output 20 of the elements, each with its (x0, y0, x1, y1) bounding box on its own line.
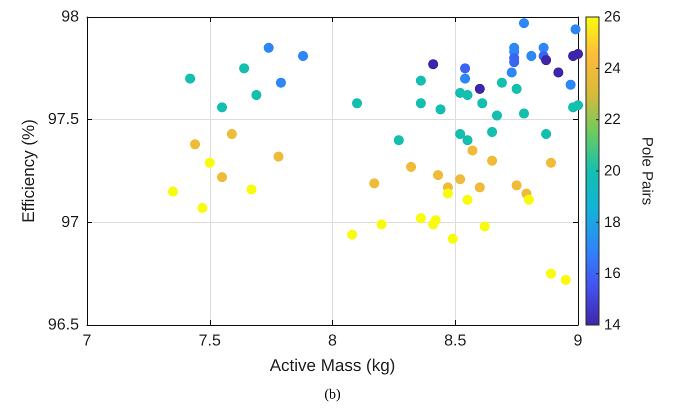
x-tick-label: 7.5 (198, 332, 221, 350)
y-tick-label: 98 (61, 8, 80, 26)
x-tick-label: 9 (574, 332, 583, 350)
x-tick-label: 8.5 (444, 332, 466, 350)
color-bar-label: 14 (604, 316, 621, 334)
x-tick-label: 8 (328, 332, 338, 350)
color-bar-label: 20 (604, 162, 621, 180)
y-axis-title: Efficiency (%) (18, 119, 38, 223)
y-tick-label: 97.5 (48, 111, 80, 128)
y-tick-label: 96.5 (48, 316, 80, 334)
x-axis-title: Active Mass (kg) (270, 356, 396, 375)
text: (b) (324, 388, 341, 402)
color-bar-label: 16 (604, 265, 621, 282)
color-bar-label: 26 (604, 8, 621, 26)
x-tick-label: 7 (82, 332, 92, 350)
color-bar-label: 22 (604, 111, 621, 128)
color-bar-label: 24 (604, 60, 621, 77)
color-bar-title: Pole Pairs (638, 136, 656, 206)
color-bar-label: 18 (604, 214, 621, 231)
y-tick-label: 97 (61, 214, 80, 231)
